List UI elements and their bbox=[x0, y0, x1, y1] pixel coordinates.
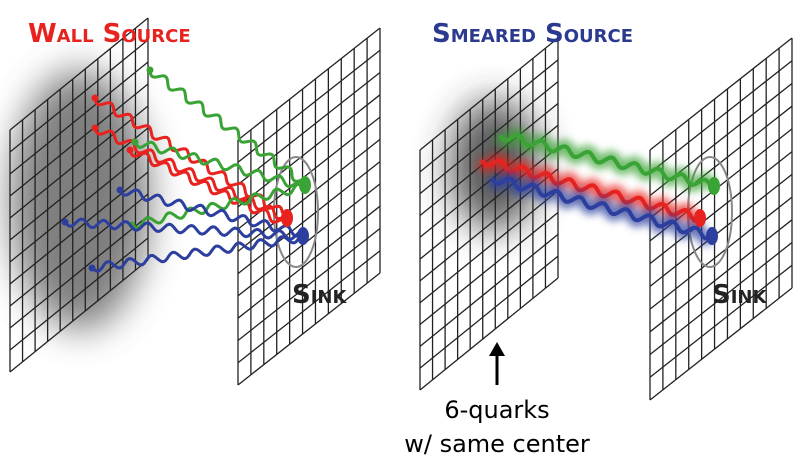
sink-quark bbox=[708, 177, 720, 195]
drawing bbox=[9, 17, 793, 401]
gluon-line bbox=[128, 149, 284, 224]
grid-line bbox=[9, 149, 149, 263]
quark-dot bbox=[88, 264, 96, 272]
quark-dot bbox=[61, 218, 69, 226]
grid-line bbox=[649, 264, 793, 378]
arrow-head bbox=[489, 342, 505, 356]
gluon-line bbox=[91, 235, 301, 273]
sink-label: Sink bbox=[292, 280, 347, 310]
sink-quark bbox=[299, 176, 311, 194]
grid-line bbox=[9, 193, 149, 307]
smeared-line bbox=[490, 176, 711, 241]
grid-line bbox=[419, 37, 559, 151]
grid-line bbox=[237, 272, 381, 386]
gluon-line bbox=[118, 188, 304, 238]
grid-line bbox=[9, 237, 149, 351]
grid-line bbox=[419, 190, 559, 304]
sink-label: Sink bbox=[712, 280, 767, 310]
quark-dot bbox=[91, 94, 99, 102]
quark-dot bbox=[91, 124, 99, 132]
sink-quark bbox=[281, 209, 293, 227]
quark-dot bbox=[146, 66, 154, 74]
gluon-line bbox=[63, 217, 302, 241]
grid-line bbox=[419, 59, 559, 173]
grid-line bbox=[649, 173, 793, 287]
grid-line bbox=[9, 259, 149, 373]
wall-source-title: Wall Source bbox=[28, 19, 191, 49]
grid-line bbox=[237, 27, 381, 141]
grid-line bbox=[649, 37, 793, 151]
grid-line bbox=[419, 81, 559, 195]
grid-line bbox=[237, 72, 381, 186]
grid-line bbox=[9, 105, 149, 219]
gluon-line bbox=[93, 127, 287, 220]
quark-dot bbox=[131, 138, 139, 146]
gluon-line bbox=[148, 69, 306, 183]
gluon-line bbox=[131, 183, 300, 230]
grid-line bbox=[9, 39, 149, 153]
caption-line: 6-quarks bbox=[444, 396, 549, 424]
smeared-source-title: Smeared Source bbox=[432, 19, 633, 49]
grid-line bbox=[649, 196, 793, 310]
grid-line bbox=[649, 105, 793, 219]
grid-line bbox=[649, 287, 793, 401]
smeared-line bbox=[498, 133, 714, 189]
grid-line bbox=[237, 250, 381, 364]
grid-line bbox=[9, 127, 149, 241]
grid-line bbox=[237, 205, 381, 319]
grid-line bbox=[9, 215, 149, 329]
sink-quark bbox=[297, 227, 309, 245]
grid-line bbox=[237, 183, 381, 297]
grid-line bbox=[649, 60, 793, 174]
grid-line bbox=[419, 146, 559, 260]
grid-line bbox=[649, 151, 793, 265]
smeared-line bbox=[480, 158, 698, 223]
sink-quark bbox=[694, 209, 706, 227]
grid-line bbox=[237, 161, 381, 275]
grid-line bbox=[419, 212, 559, 326]
grid-line bbox=[419, 277, 559, 391]
gluon-line bbox=[133, 140, 303, 189]
grid-line bbox=[419, 233, 559, 347]
quark-dot bbox=[126, 146, 134, 154]
grid-line bbox=[237, 49, 381, 163]
wall-shade bbox=[10, 70, 150, 330]
grid-line bbox=[9, 171, 149, 285]
quark-dot bbox=[116, 186, 124, 194]
grid-line bbox=[419, 255, 559, 369]
grid-line bbox=[9, 61, 149, 175]
grid-line bbox=[649, 242, 793, 356]
sink-quark bbox=[706, 227, 718, 245]
grid-line bbox=[9, 83, 149, 197]
grid-line bbox=[237, 227, 381, 341]
grid-line bbox=[237, 94, 381, 208]
grid-line bbox=[649, 219, 793, 333]
grid-line bbox=[9, 17, 149, 131]
caption-line: w/ same center bbox=[404, 430, 590, 458]
